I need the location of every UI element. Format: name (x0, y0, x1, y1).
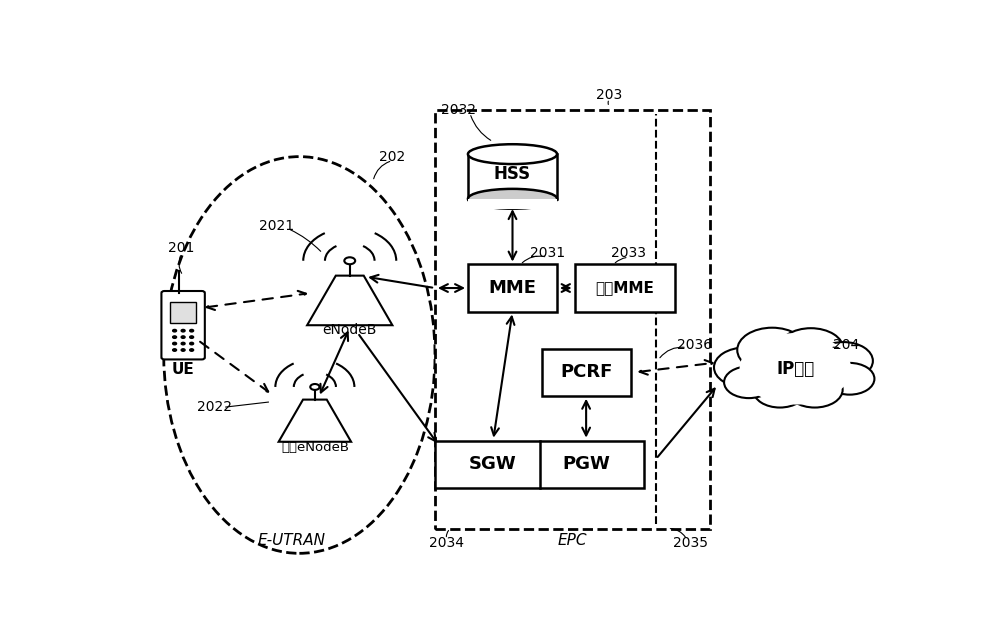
Text: HSS: HSS (494, 165, 531, 183)
FancyBboxPatch shape (435, 440, 644, 488)
FancyBboxPatch shape (170, 302, 196, 323)
Circle shape (714, 348, 776, 387)
Text: 其它eNodeB: 其它eNodeB (281, 441, 349, 454)
Polygon shape (307, 276, 392, 325)
Text: UE: UE (172, 363, 194, 377)
Text: IP业务: IP业务 (776, 360, 814, 378)
Text: 2034: 2034 (429, 536, 464, 551)
Circle shape (754, 374, 806, 408)
Ellipse shape (468, 144, 557, 164)
Text: 2022: 2022 (197, 400, 232, 414)
Circle shape (181, 349, 185, 351)
Text: E-UTRAN: E-UTRAN (258, 533, 326, 549)
Text: EPC: EPC (558, 533, 587, 549)
Text: 201: 201 (168, 242, 195, 256)
Text: eNodeB: eNodeB (323, 323, 377, 337)
Circle shape (190, 343, 194, 345)
Text: 2021: 2021 (259, 219, 294, 233)
Polygon shape (279, 399, 351, 442)
Circle shape (787, 372, 843, 408)
Circle shape (814, 342, 873, 380)
Circle shape (310, 384, 319, 390)
Ellipse shape (164, 156, 435, 553)
FancyBboxPatch shape (542, 349, 631, 396)
FancyBboxPatch shape (468, 154, 557, 199)
Text: 2033: 2033 (611, 246, 646, 260)
Circle shape (190, 330, 194, 332)
Circle shape (740, 333, 851, 404)
Text: 其它MME: 其它MME (595, 281, 654, 296)
Circle shape (190, 349, 194, 351)
Circle shape (190, 336, 194, 338)
Ellipse shape (468, 189, 557, 209)
FancyBboxPatch shape (468, 265, 557, 312)
Circle shape (737, 328, 807, 372)
Circle shape (173, 330, 177, 332)
Text: 2036: 2036 (677, 338, 712, 352)
Text: 203: 203 (596, 88, 622, 102)
Circle shape (724, 366, 774, 398)
Text: 204: 204 (833, 338, 859, 352)
FancyBboxPatch shape (161, 291, 205, 359)
Circle shape (173, 336, 177, 338)
Circle shape (181, 336, 185, 338)
Text: SGW: SGW (469, 455, 517, 473)
FancyBboxPatch shape (435, 109, 710, 529)
FancyBboxPatch shape (574, 265, 675, 312)
Circle shape (173, 349, 177, 351)
Circle shape (181, 343, 185, 345)
FancyBboxPatch shape (468, 199, 557, 209)
Circle shape (173, 343, 177, 345)
Text: MME: MME (488, 279, 536, 297)
Text: PCRF: PCRF (560, 363, 612, 381)
Text: 2032: 2032 (441, 102, 476, 117)
Circle shape (181, 330, 185, 332)
Text: 2035: 2035 (673, 536, 708, 551)
Text: 2031: 2031 (530, 246, 565, 260)
Text: PGW: PGW (562, 455, 610, 473)
Text: 202: 202 (379, 149, 406, 164)
Circle shape (344, 258, 355, 264)
Circle shape (825, 363, 874, 395)
Circle shape (778, 328, 843, 370)
